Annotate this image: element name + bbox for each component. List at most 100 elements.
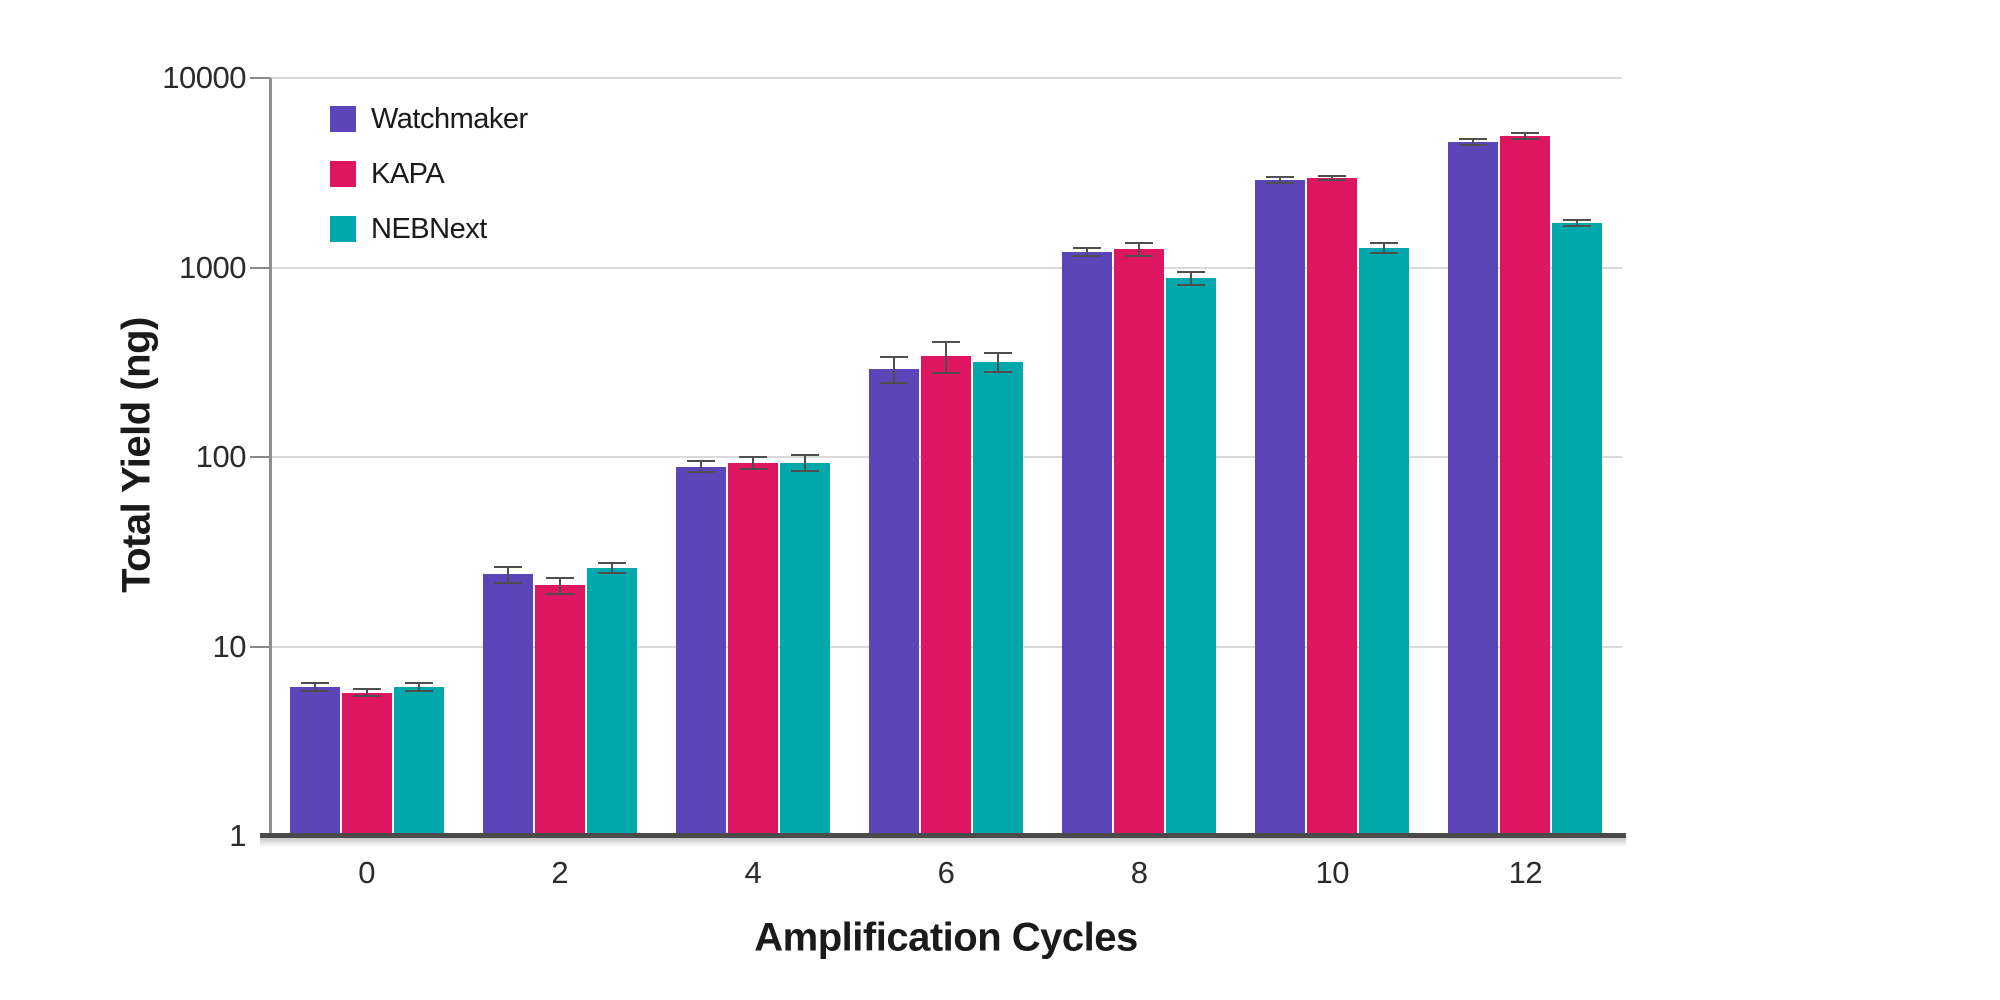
error-bar-cap <box>597 561 626 564</box>
x-axis-title: Amplification Cycles <box>754 915 1138 960</box>
legend-swatch-kapa <box>330 161 356 187</box>
error-bar-cap <box>1459 143 1488 146</box>
error-bar-cap <box>1318 179 1347 182</box>
error-bar-cap <box>352 688 381 691</box>
error-bar-cap <box>1125 242 1154 245</box>
error-bar-cap <box>1459 138 1488 140</box>
error-bar-line <box>1383 242 1386 253</box>
bar-nebnext <box>779 462 830 836</box>
legend-label: Watchmaker <box>371 103 528 135</box>
legend-item: NEBNext <box>330 213 528 245</box>
error-bar-line <box>1086 247 1089 256</box>
y-tick <box>250 645 270 648</box>
bar-watchmaker <box>1255 179 1306 836</box>
bar-nebnext <box>393 687 444 836</box>
error-bar-line <box>1331 176 1334 181</box>
error-bar-cap <box>932 341 960 344</box>
bar-watchmaker <box>1448 141 1499 836</box>
error-bar-cap <box>300 690 329 693</box>
gridline <box>270 77 1622 79</box>
error-bar-line <box>365 689 368 697</box>
error-bar-cap <box>686 471 715 474</box>
x-tick-label: 2 <box>551 855 569 890</box>
x-tick-label: 6 <box>937 855 955 890</box>
error-bar-cap <box>300 682 329 685</box>
error-bar-cap <box>984 351 1012 354</box>
error-bar-cap <box>1125 254 1154 257</box>
error-bar-line <box>1524 133 1527 140</box>
error-bar-line <box>1472 139 1475 145</box>
error-bar-cap <box>984 370 1012 373</box>
x-tick-label: 0 <box>358 855 375 890</box>
error-bar-line <box>1190 271 1193 285</box>
y-tick-label: 1000 <box>179 249 246 285</box>
gridline <box>270 266 1622 269</box>
y-tick-label: 10 <box>212 628 247 664</box>
bar-nebnext <box>1552 222 1603 836</box>
y-tick <box>250 266 270 269</box>
error-bar-cap <box>686 460 715 463</box>
error-bar-cap <box>1563 219 1592 222</box>
error-bar-cap <box>1073 254 1102 257</box>
bar-kapa <box>921 356 971 836</box>
error-bar-cap <box>790 470 819 473</box>
error-bar-line <box>893 356 895 383</box>
y-tick-label: 1 <box>229 818 246 853</box>
bar-kapa <box>534 585 585 836</box>
x-tick-label: 4 <box>744 855 762 890</box>
bar-nebnext <box>973 361 1023 836</box>
error-bar-line <box>313 683 316 692</box>
error-bar-line <box>506 566 509 583</box>
error-bar-cap <box>1177 283 1206 286</box>
y-tick <box>250 77 270 79</box>
error-bar-cap <box>1318 175 1347 178</box>
legend: Watchmaker KAPA NEBNext <box>330 103 528 271</box>
y-axis-line <box>269 78 272 836</box>
legend-item: KAPA <box>330 160 528 189</box>
error-bar-cap <box>1370 241 1399 244</box>
x-tick-label: 12 <box>1508 855 1543 890</box>
error-bar-cap <box>493 581 522 584</box>
error-bar-line <box>803 455 806 472</box>
error-bar-line <box>699 461 702 473</box>
error-bar-cap <box>1511 138 1540 141</box>
x-tick-label: 8 <box>1130 855 1148 890</box>
legend-item: Watchmaker <box>330 103 528 135</box>
bar-watchmaker <box>289 687 340 836</box>
x-tick-label: 10 <box>1315 855 1350 890</box>
bar-kapa <box>1500 136 1551 836</box>
error-bar-cap <box>1563 224 1592 227</box>
bar-watchmaker <box>675 466 726 836</box>
error-bar-line <box>1138 243 1141 256</box>
bar-nebnext <box>1359 247 1410 836</box>
x-axis-baseline <box>260 833 1626 838</box>
legend-swatch-watchmaker <box>330 106 356 132</box>
error-bar-line <box>1576 220 1579 226</box>
bar-kapa <box>1307 178 1358 836</box>
error-bar-cap <box>493 565 522 568</box>
error-bar-cap <box>932 372 960 375</box>
legend-swatch-nebnext <box>330 216 356 242</box>
error-bar-line <box>997 352 999 372</box>
error-bar-cap <box>1177 270 1206 273</box>
bar-watchmaker <box>1062 251 1113 836</box>
bar-kapa <box>1114 249 1165 836</box>
error-bar-cap <box>790 454 819 457</box>
y-tick-label: 10000 <box>162 60 246 95</box>
error-bar-cap <box>404 682 433 685</box>
error-bar-cap <box>880 381 908 384</box>
error-bar-line <box>945 342 947 374</box>
y-tick-label: 100 <box>195 439 247 474</box>
error-bar-cap <box>1511 132 1540 134</box>
error-bar-cap <box>738 468 767 471</box>
bar-kapa <box>727 462 778 836</box>
error-bar-cap <box>352 695 381 698</box>
legend-label: NEBNext <box>371 213 487 245</box>
error-bar-line <box>417 683 420 692</box>
x-axis-baseline-shadow <box>260 838 1626 847</box>
error-bar-cap <box>404 690 433 693</box>
error-bar-cap <box>597 572 626 575</box>
bar-nebnext <box>1166 278 1217 836</box>
bar-watchmaker <box>869 368 919 836</box>
